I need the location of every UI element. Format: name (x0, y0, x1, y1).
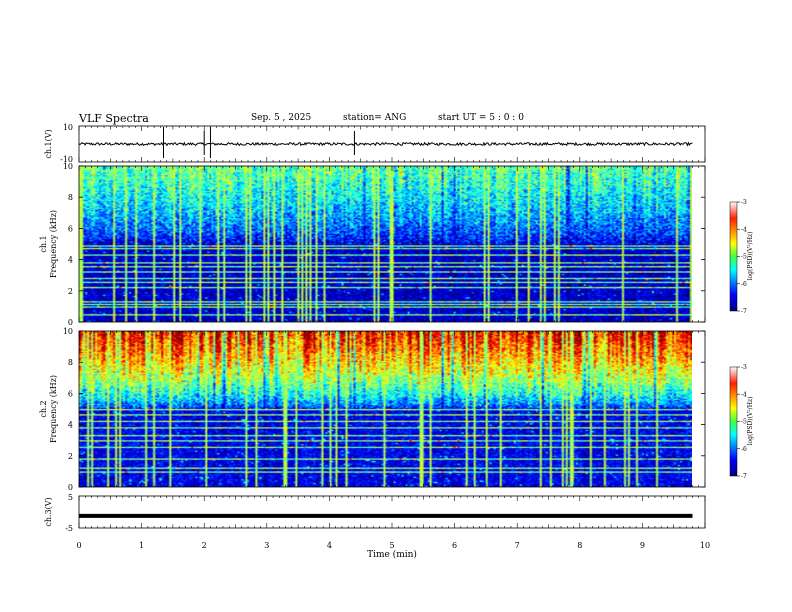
ch2-colorbar-label: log(PSD)(V²/Hz) (747, 397, 754, 446)
xtick-label: 3 (264, 541, 269, 550)
colorbar-tick-label: -7 (741, 308, 747, 315)
ch1-colorbar (729, 201, 738, 312)
start-ut-label: start UT = 5 : 0 : 0 (438, 113, 524, 123)
xtick-label: 7 (515, 541, 520, 550)
ch1-ytick-bottom: -10 (60, 155, 73, 164)
ch2-spectrogram-ylabel-ch: ch.2 (39, 400, 48, 417)
xtick-label: 1 (139, 541, 144, 550)
ch1-trace (78, 141, 693, 147)
ytick-label: 6 (68, 224, 73, 233)
x-axis-label: Time (min) (367, 549, 417, 560)
xtick-label: 2 (202, 541, 207, 550)
ch3-ytick-bottom: -5 (65, 524, 73, 533)
ch1-spectrogram-yticks: 0 2 4 6 8 10 (63, 162, 705, 327)
xtick-label: 0 (76, 541, 81, 550)
ch2-spectrogram-ylabel-freq: Frequency (kHz) (49, 375, 58, 443)
figure-title: VLF Spectra (79, 112, 149, 125)
xtick-label: 6 (452, 541, 457, 550)
ch1-ytick-top: 10 (63, 123, 73, 132)
ytick-label: 0 (68, 483, 73, 492)
ch2-spectrogram-yticks: 0 2 4 6 8 10 (63, 327, 705, 492)
xtick-label: 5 (389, 541, 394, 550)
ch1-waveform-ylabel: ch.1(V) (44, 129, 53, 158)
colorbar-tick-label: -7 (741, 473, 747, 480)
colorbar-tick-label: -5 (741, 419, 747, 426)
ch1-spikes (163, 127, 355, 158)
ch2-colorbar-ticks: -3 -4 -5 -6 -7 (737, 364, 747, 480)
xtick-label: 9 (640, 541, 645, 550)
ytick-label: 6 (68, 389, 73, 398)
colorbar-tick-label: -6 (741, 446, 747, 453)
colorbar-tick-label: -4 (741, 391, 747, 398)
ytick-label: 10 (63, 327, 73, 336)
xtick-label: 8 (577, 541, 582, 550)
ytick-label: 2 (68, 287, 73, 296)
ch3-waveform-ylabel: ch.3(V) (44, 497, 53, 526)
ch3-waveform-panel: 5 -5 ch.3(V) (44, 493, 706, 533)
ch2-spectrogram-image (79, 331, 692, 487)
colorbar-tick-label: -5 (741, 254, 747, 261)
xtick-label: 10 (700, 541, 710, 550)
colorbar-tick-label: -4 (741, 226, 747, 233)
ytick-label: 2 (68, 452, 73, 461)
ytick-label: 4 (68, 421, 73, 430)
station-label: station= ANG (343, 113, 407, 123)
time-x-axis: 0 1 2 3 4 5 6 7 8 9 10 (76, 126, 710, 550)
date-label: Sep. 5 , 2025 (251, 113, 312, 123)
colorbar-tick-label: -6 (741, 281, 747, 288)
ch1-spectrogram-ylabel-ch: ch.1 (39, 235, 48, 252)
ch1-spectrogram-image (79, 166, 692, 322)
colorbar-tick-label: -3 (741, 199, 747, 206)
ch1-waveform-panel: 10 -10 ch.1(V) (44, 123, 706, 164)
ch3-ytick-top: 5 (68, 493, 73, 502)
ytick-label: 0 (68, 318, 73, 327)
colorbar-tick-label: -3 (741, 364, 747, 371)
ch1-spectrogram-ylabel-freq: Frequency (kHz) (49, 210, 58, 278)
xtick-label: 4 (327, 541, 332, 550)
ch1-colorbar-label: log(PSD)(V²/Hz) (747, 232, 754, 281)
ytick-label: 10 (63, 162, 73, 171)
ytick-label: 4 (68, 256, 73, 265)
ch1-colorbar-ticks: -3 -4 -5 -6 -7 (737, 199, 747, 315)
ch2-colorbar (729, 366, 738, 477)
ytick-label: 8 (68, 358, 73, 367)
ytick-label: 8 (68, 193, 73, 202)
